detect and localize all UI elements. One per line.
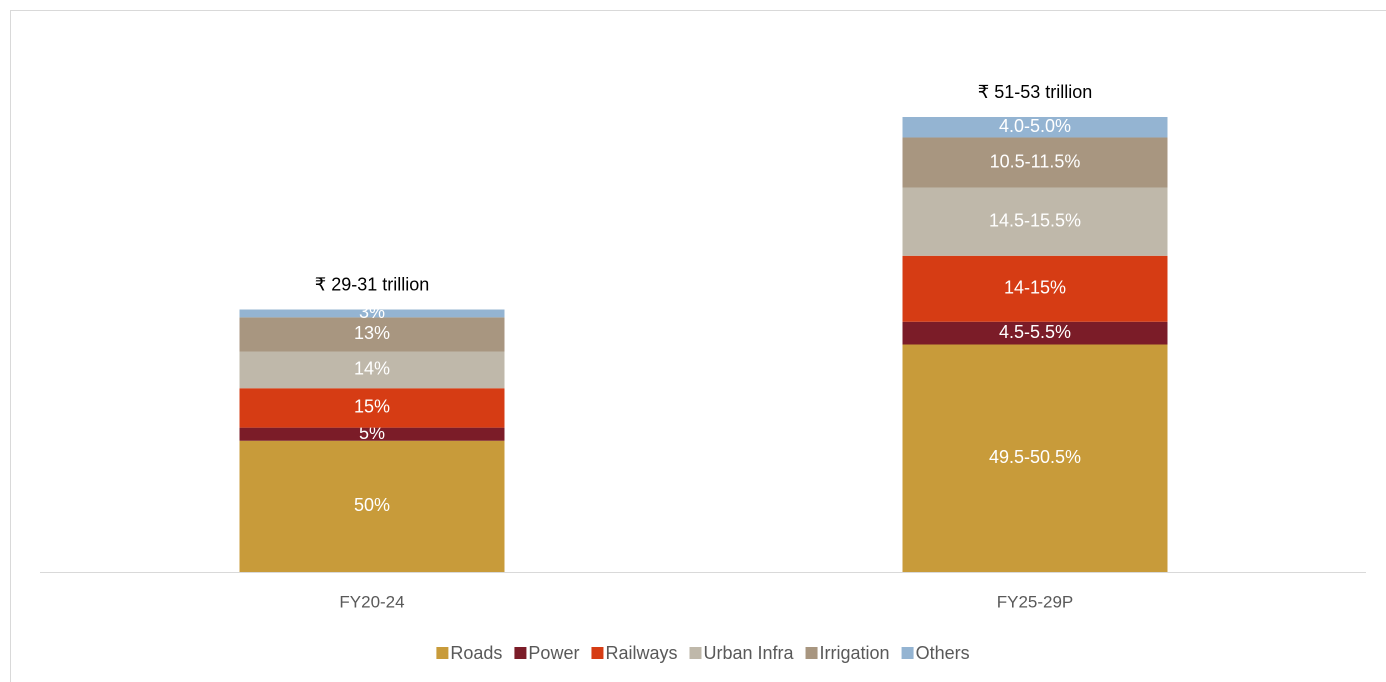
total-label: ₹ 51-53 trillion (978, 82, 1093, 102)
segment-label: 14% (354, 359, 390, 379)
legend-swatch (436, 647, 449, 659)
bar-segment (239, 440, 505, 572)
bar-segment (902, 117, 1168, 138)
total-label: ₹ 29-31 trillion (315, 274, 430, 294)
legend-label: Power (528, 643, 579, 663)
legend-swatch (591, 647, 604, 659)
segment-label: 49.5-50.5% (989, 447, 1081, 467)
bar-segment (902, 321, 1168, 345)
legend-label: Irrigation (820, 643, 890, 663)
bar-segment (239, 427, 505, 441)
chart-frame (10, 10, 1386, 682)
legend-swatch (514, 647, 527, 659)
segment-label: 10.5-11.5% (990, 151, 1081, 171)
bar-segment (902, 137, 1168, 188)
segment-label: 4.5-5.5% (999, 322, 1071, 342)
segment-label: 3% (359, 302, 385, 322)
segment-label: 13% (354, 323, 390, 343)
bar-segment (902, 344, 1168, 572)
legend-label: Urban Infra (703, 643, 794, 663)
bar-segment (239, 351, 505, 389)
x-tick-label: FY25-29P (997, 592, 1074, 611)
bar-segment (239, 388, 505, 428)
bar-segment (902, 187, 1168, 256)
segment-label: 50% (354, 495, 390, 515)
legend-label: Others (916, 643, 970, 663)
x-tick-label: FY20-24 (339, 592, 404, 611)
segment-label: 15% (354, 397, 390, 417)
legend-swatch (901, 647, 914, 659)
bar-segment (239, 317, 505, 352)
legend-label: Roads (450, 643, 502, 663)
legend-swatch (689, 647, 702, 659)
legend-label: Railways (605, 643, 677, 663)
bar-segment (239, 309, 505, 318)
segment-label: 14.5-15.5% (989, 210, 1081, 230)
bar-segment (902, 255, 1168, 322)
legend-swatch (805, 647, 818, 659)
segment-label: 4.0-5.0% (999, 116, 1071, 136)
segment-label: 5% (359, 423, 385, 443)
segment-label: 14-15% (1004, 278, 1066, 298)
